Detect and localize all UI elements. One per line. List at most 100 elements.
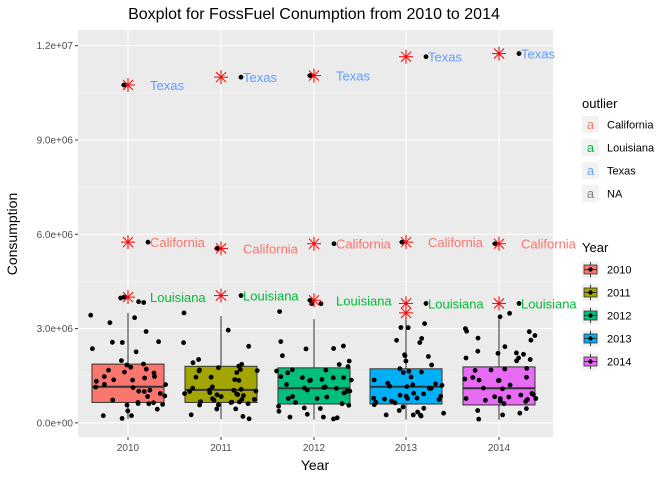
data-point (403, 358, 409, 364)
data-point (371, 395, 377, 401)
data-point (143, 366, 149, 372)
data-point (502, 366, 508, 372)
outlier-label: California (521, 237, 577, 252)
data-point (475, 348, 481, 354)
data-point (481, 385, 486, 391)
data-point (506, 394, 512, 400)
data-point (400, 370, 406, 375)
data-point (304, 411, 310, 417)
data-point (119, 358, 124, 363)
outlier-label: Texas (150, 78, 184, 93)
data-point (501, 401, 507, 407)
data-point (319, 377, 325, 382)
legend-year-label: 2012 (607, 311, 631, 323)
data-point (318, 301, 324, 307)
data-point (147, 387, 153, 393)
data-point (124, 362, 130, 368)
data-point (411, 390, 417, 396)
data-point (421, 405, 427, 411)
data-point (394, 337, 399, 343)
data-point (402, 353, 408, 359)
data-point (339, 401, 345, 407)
data-point (321, 414, 326, 420)
data-point (408, 374, 414, 380)
data-point (500, 386, 505, 392)
outlier-label: Texas (521, 47, 555, 62)
data-point (500, 412, 505, 418)
box-2014 (462, 319, 536, 420)
data-point (289, 367, 295, 373)
data-point (414, 395, 420, 401)
data-point (106, 367, 111, 373)
data-point (152, 374, 157, 379)
data-point (463, 396, 469, 401)
x-tick-label: 2011 (210, 443, 232, 454)
data-point (507, 310, 512, 316)
legend-outlier-title: outlier (582, 96, 618, 111)
data-point (488, 367, 494, 373)
data-point (102, 382, 107, 387)
data-point (524, 374, 529, 380)
data-point (415, 409, 420, 415)
data-point (229, 399, 235, 405)
data-point (151, 400, 156, 406)
data-point (389, 398, 394, 404)
x-tick-label: 2010 (117, 443, 140, 454)
data-point (238, 386, 244, 392)
data-point (163, 382, 169, 387)
data-point (303, 346, 309, 352)
outlier-asterisk (121, 235, 135, 250)
data-point (524, 366, 530, 371)
data-point (122, 369, 127, 375)
outlier-marks-layer (121, 46, 522, 320)
data-point (276, 403, 281, 409)
data-point (404, 384, 410, 389)
data-point (128, 364, 134, 370)
legend-key (582, 116, 599, 133)
data-point (405, 325, 411, 331)
data-point (218, 394, 224, 399)
data-point (496, 378, 501, 383)
data-point (419, 336, 425, 341)
y-tick-label: 6.0e+06 (37, 230, 74, 241)
data-point (214, 406, 220, 412)
data-point (246, 416, 252, 422)
data-point (241, 393, 246, 398)
data-point (307, 378, 312, 383)
data-point (276, 408, 282, 414)
legend-key-glyph: a (587, 117, 595, 132)
legend-key-glyph: a (587, 186, 595, 201)
data-point (517, 410, 523, 416)
data-point (300, 375, 305, 380)
outlier-label: Louisiana (336, 293, 392, 308)
data-point (193, 374, 199, 380)
data-point (526, 329, 532, 335)
data-point (475, 335, 481, 341)
outlier-point (331, 241, 337, 247)
outlier-asterisk (307, 68, 321, 83)
data-point (146, 401, 152, 407)
data-point (132, 315, 138, 321)
data-point (528, 337, 534, 343)
legend-year-label: 2010 (607, 265, 631, 277)
data-point (341, 343, 346, 349)
data-point (410, 382, 416, 388)
x-axis: 2010 2011 2012 2013 2014 (117, 437, 511, 454)
outlier-point (238, 293, 244, 298)
data-point (410, 412, 416, 418)
data-point (142, 375, 148, 381)
data-point (151, 370, 157, 376)
data-point (304, 387, 310, 393)
data-point (234, 370, 240, 375)
data-point (514, 350, 519, 356)
data-point (426, 354, 431, 359)
data-point (119, 416, 125, 421)
data-point (385, 380, 391, 386)
data-point (274, 368, 279, 374)
data-point (330, 375, 336, 381)
legend-year-label: 2013 (607, 334, 631, 346)
data-point (236, 378, 242, 383)
x-axis-label: Year (301, 457, 330, 473)
data-point (529, 391, 535, 396)
outlier-point (516, 51, 522, 56)
